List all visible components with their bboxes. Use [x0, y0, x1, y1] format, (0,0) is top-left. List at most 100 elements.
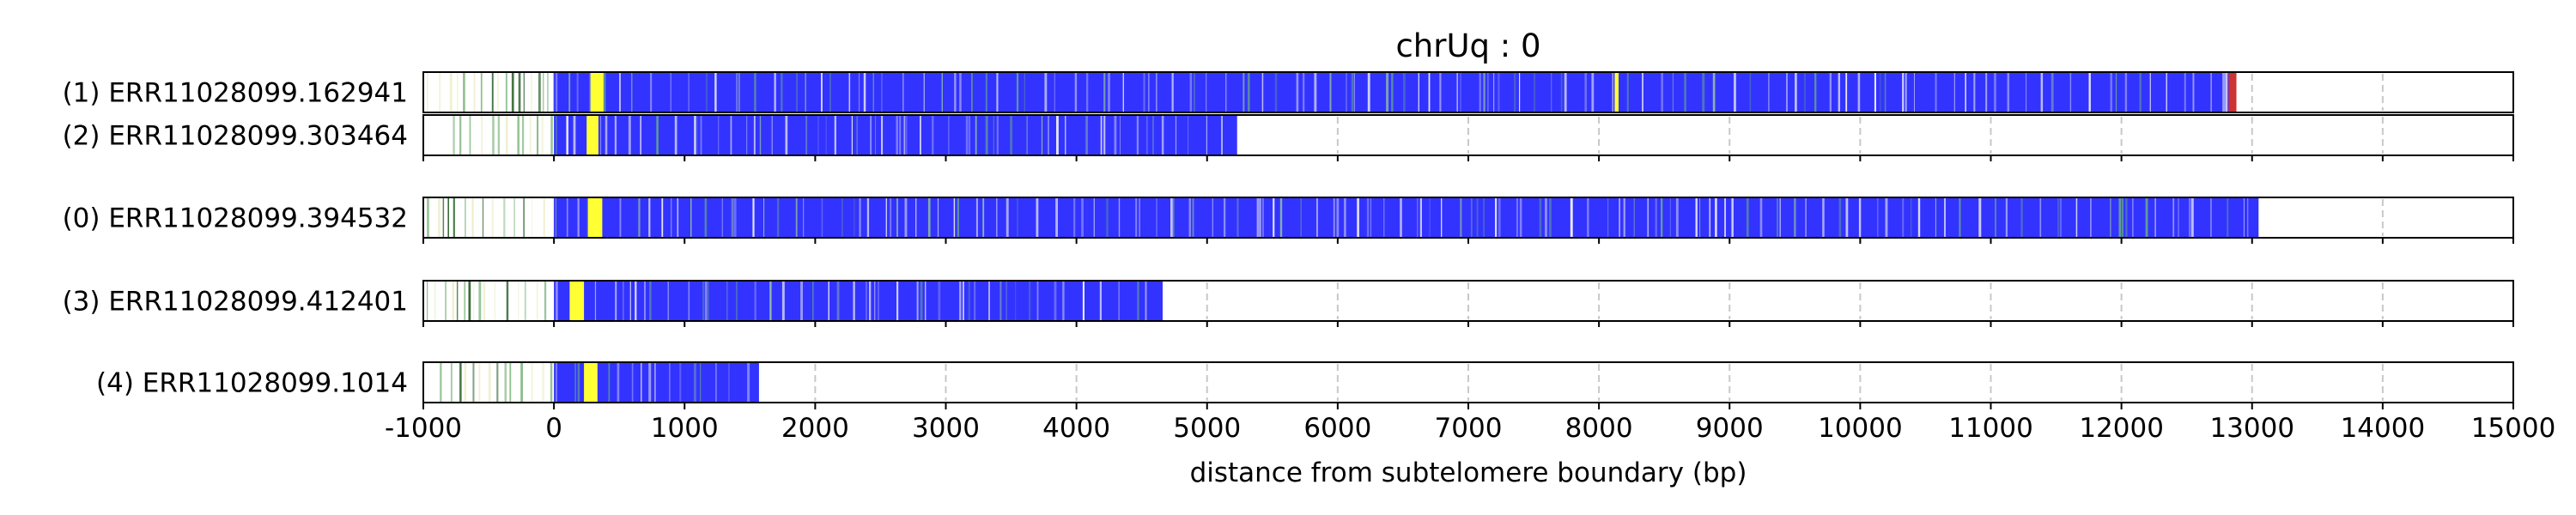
repeat-stripe [959, 281, 962, 321]
repeat-stripe [2050, 72, 2054, 112]
subtelomere-stripe [438, 197, 440, 238]
repeat-stripe [781, 281, 785, 321]
repeat-stripe [2069, 72, 2072, 112]
subtelomere-stripe [480, 72, 483, 112]
repeat-stripe [1224, 197, 1226, 238]
subtelomere-stripe [440, 362, 442, 403]
repeat-stripe [568, 72, 571, 112]
repeat-stripe [1498, 72, 1500, 112]
repeat-stripe [2020, 197, 2023, 238]
repeat-stripe [1804, 72, 1806, 112]
subtelomere-stripe [465, 197, 466, 238]
repeat-stripe [795, 197, 798, 238]
repeat-stripe [1746, 197, 1749, 238]
repeat-stripe [932, 115, 934, 155]
repeat-stripe [1633, 197, 1635, 238]
repeat-stripe [1114, 115, 1117, 155]
repeat-stripe [677, 197, 679, 238]
repeat-stripe [812, 281, 814, 321]
repeat-stripe [2172, 197, 2175, 238]
repeat-stripe [2039, 197, 2042, 238]
subtelomere-stripe [537, 115, 539, 155]
repeat-stripe [1917, 197, 1921, 238]
subtelomere-stripe [497, 115, 500, 155]
repeat-stripe [556, 115, 557, 155]
repeat-stripe [556, 281, 558, 321]
repeat-stripe [594, 281, 597, 321]
subtelomere-stripe [427, 197, 429, 238]
repeat-stripe [654, 362, 656, 403]
repeat-stripe [1256, 197, 1260, 238]
repeat-stripe [1519, 197, 1522, 238]
repeat-stripe [1062, 281, 1065, 321]
repeat-stripe [1845, 197, 1849, 238]
repeat-stripe [1607, 197, 1609, 238]
repeat-stripe [1623, 197, 1625, 238]
repeat-stripe [1419, 197, 1422, 238]
subtelomere-stripe [509, 362, 512, 403]
repeat-stripe [1495, 197, 1498, 238]
chart-title: chrUq : 0 [1395, 27, 1540, 64]
repeat-stripe [974, 281, 976, 321]
repeat-stripe [728, 362, 730, 403]
repeat-stripe [614, 115, 617, 155]
repeat-stripe [694, 115, 696, 155]
repeat-stripe [1192, 197, 1194, 238]
highlight-segment [1614, 72, 1619, 112]
repeat-stripe [648, 362, 652, 403]
repeat-stripe [968, 281, 970, 321]
read-label: (4) ERR11028099.1014 [96, 368, 408, 399]
repeat-stripe [2145, 197, 2148, 238]
repeat-stripe [733, 197, 737, 238]
read-track: (4) ERR11028099.1014 [96, 361, 2514, 403]
subtelomere-stripe [492, 115, 495, 155]
repeat-stripe [906, 115, 908, 155]
repeat-stripe [971, 72, 973, 112]
repeat-stripe [690, 197, 692, 238]
repeat-stripe [1795, 72, 1797, 112]
repeat-stripe [1099, 281, 1102, 321]
repeat-stripe [1212, 197, 1213, 238]
repeat-stripe [649, 281, 652, 321]
subtelomere-stripe [452, 281, 454, 321]
repeat-stripe [2154, 197, 2156, 238]
repeat-stripe [754, 281, 756, 321]
repeat-stripe [853, 281, 855, 321]
subtelomere-stripe [464, 281, 466, 321]
tick-label: 14000 [2341, 413, 2426, 444]
repeat-stripe [708, 281, 709, 321]
repeat-stripe [805, 115, 808, 155]
repeat-stripe [800, 281, 803, 321]
repeat-stripe [2115, 72, 2117, 112]
subtelomere-stripe [524, 281, 526, 321]
repeat-stripe [1724, 197, 1726, 238]
repeat-stripe [1822, 197, 1825, 238]
repeat-stripe [2210, 72, 2212, 112]
repeat-stripe [874, 281, 876, 321]
repeat-stripe [1845, 72, 1848, 112]
subtelomere-stripe [491, 72, 494, 112]
repeat-stripe [1056, 115, 1059, 155]
repeat-stripe [927, 197, 931, 238]
repeat-stripe [753, 115, 756, 155]
repeat-stripe [1055, 197, 1058, 238]
repeat-stripe [1082, 281, 1084, 321]
read-track: (1) ERR11028099.162941 [63, 71, 2514, 113]
repeat-stripe [954, 72, 957, 112]
repeat-stripe [963, 281, 964, 321]
subtelomere-stripe [459, 115, 462, 155]
subtelomere-stripe [547, 72, 549, 112]
repeat-stripe [577, 197, 580, 238]
repeat-stripe [752, 197, 755, 238]
repeat-stripe [859, 197, 861, 238]
repeat-stripe [2005, 197, 2008, 238]
repeat-stripe [938, 281, 941, 321]
repeat-stripe [1161, 115, 1164, 155]
repeat-stripe [953, 197, 956, 238]
subtelomere-stripe [504, 362, 507, 403]
repeat-stripe [2225, 72, 2228, 112]
read-track: (0) ERR11028099.394532 [63, 197, 2514, 239]
repeat-stripe [696, 115, 698, 155]
repeat-stripe [1173, 197, 1175, 238]
repeat-stripe [1684, 72, 1686, 112]
